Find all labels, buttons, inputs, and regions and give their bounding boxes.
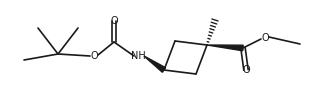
- Text: NH: NH: [131, 51, 146, 61]
- Text: O: O: [261, 33, 269, 43]
- Text: O: O: [110, 16, 118, 26]
- Polygon shape: [144, 56, 166, 72]
- Polygon shape: [207, 45, 243, 51]
- Text: O: O: [90, 51, 98, 61]
- Text: O: O: [242, 65, 250, 75]
